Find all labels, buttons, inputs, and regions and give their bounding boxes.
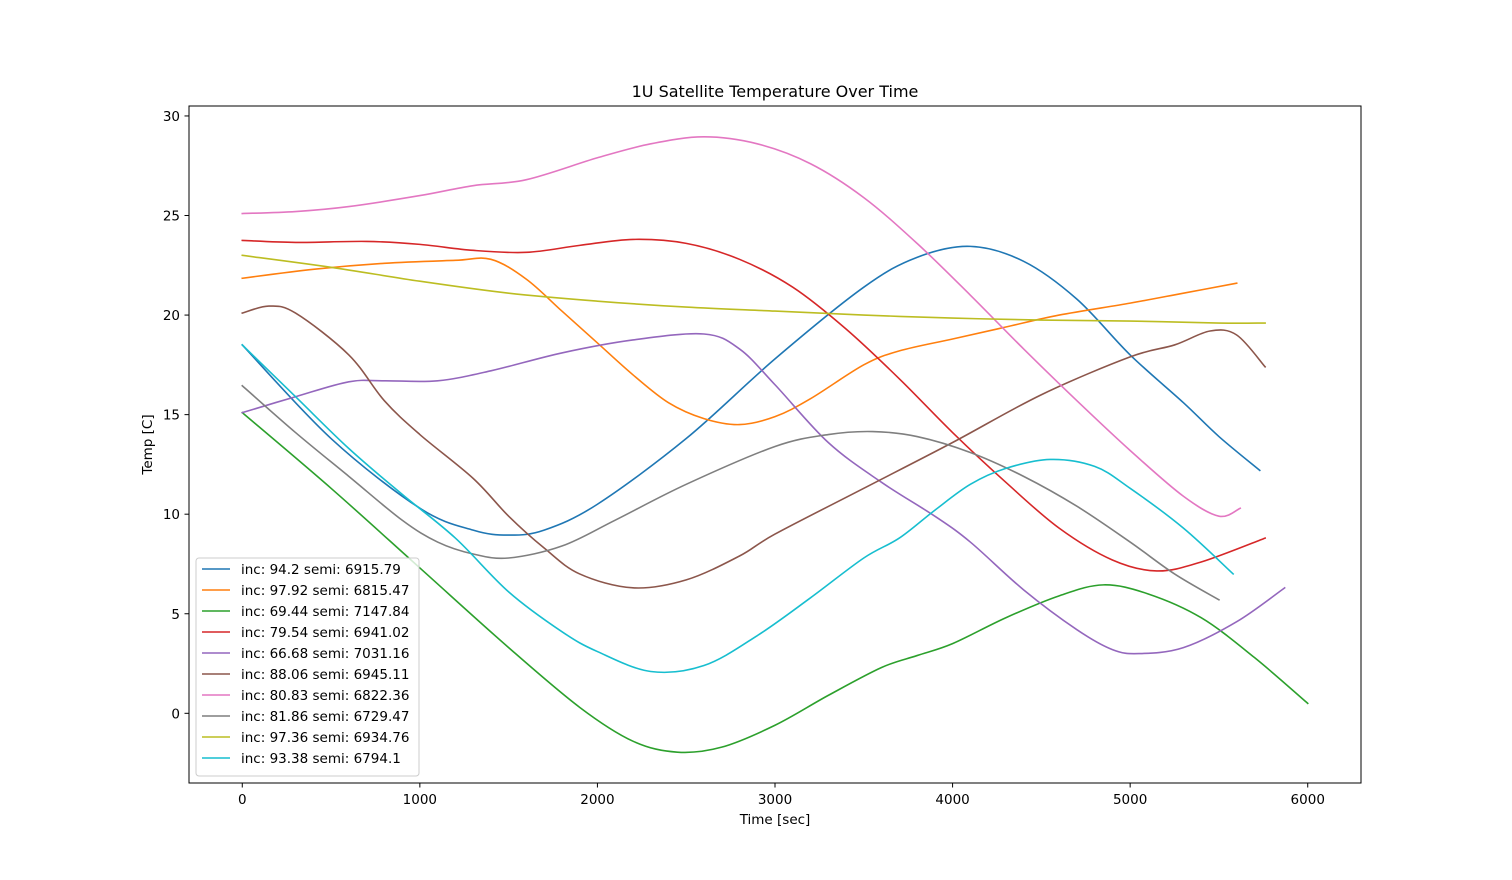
x-tick-label: 1000 [403, 792, 437, 808]
legend-label: inc: 97.92 semi: 6815.47 [241, 583, 409, 599]
legend-label: inc: 93.38 semi: 6794.1 [241, 751, 401, 767]
y-tick-label: 10 [163, 507, 180, 523]
y-axis-label: Temp [C] [140, 414, 156, 475]
series-line-9 [241, 254, 1266, 324]
y-tick-label: 15 [163, 408, 180, 424]
series-line-1 [241, 245, 1261, 536]
series-line-8 [241, 384, 1221, 601]
y-tick-label: 0 [171, 706, 180, 722]
x-tick-label: 0 [238, 792, 247, 808]
series-line-10 [241, 343, 1235, 674]
y-tick-label: 25 [163, 209, 180, 225]
legend-frame [195, 557, 420, 777]
x-tick-label: 3000 [758, 792, 792, 808]
legend-label: inc: 80.83 semi: 6822.36 [241, 688, 409, 704]
legend-label: inc: 94.2 semi: 6915.79 [241, 562, 401, 578]
legend-label: inc: 66.68 semi: 7031.16 [241, 646, 409, 662]
series-line-3 [241, 411, 1309, 754]
x-tick-label: 5000 [1113, 792, 1147, 808]
y-axis-ticks: 0 5 10 15 20 25 30 [163, 109, 189, 722]
y-tick-label: 5 [171, 607, 180, 623]
legend: inc: 94.2 semi: 6915.79 inc: 97.92 semi: … [195, 557, 420, 777]
legend-label: inc: 97.36 semi: 6934.76 [241, 730, 409, 746]
series-line-4 [241, 238, 1267, 572]
legend-label: inc: 69.44 semi: 7147.84 [241, 604, 409, 620]
y-tick-label: 30 [163, 109, 180, 125]
chart-title: 1U Satellite Temperature Over Time [632, 82, 919, 101]
x-axis-label: Time [sec] [739, 812, 811, 828]
x-tick-label: 2000 [580, 792, 614, 808]
series-line-7 [241, 136, 1242, 518]
x-tick-label: 6000 [1291, 792, 1325, 808]
x-tick-label: 4000 [935, 792, 969, 808]
legend-label: inc: 79.54 semi: 6941.02 [241, 625, 409, 641]
series-line-5 [241, 332, 1286, 655]
y-tick-label: 20 [163, 308, 180, 324]
series-line-6 [241, 305, 1267, 589]
legend-label: inc: 88.06 semi: 6945.11 [241, 667, 409, 683]
x-axis-ticks: 0 1000 2000 3000 4000 5000 6000 [238, 783, 1325, 808]
legend-label: inc: 81.86 semi: 6729.47 [241, 709, 409, 725]
series-group [241, 136, 1309, 754]
